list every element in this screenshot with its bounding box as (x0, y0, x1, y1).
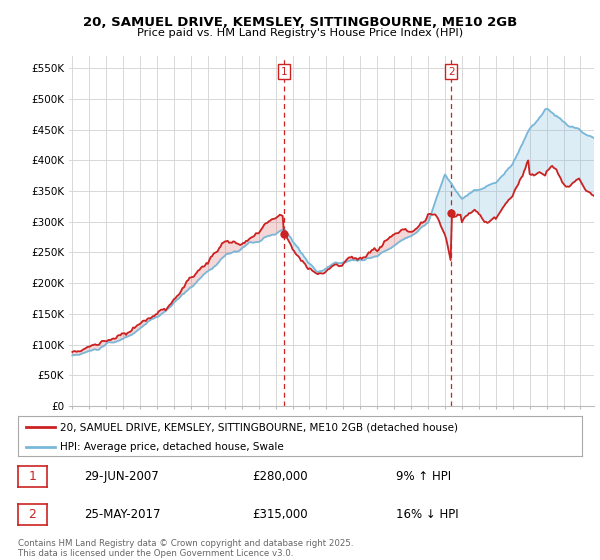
Text: 2: 2 (448, 67, 455, 77)
Point (51, 424, 58, 431)
Text: 9% ↑ HPI: 9% ↑ HPI (396, 470, 451, 483)
Text: 20, SAMUEL DRIVE, KEMSLEY, SITTINGBOURNE, ME10 2GB (detached house): 20, SAMUEL DRIVE, KEMSLEY, SITTINGBOURNE… (60, 422, 458, 432)
Text: HPI: Average price, detached house, Swale: HPI: Average price, detached house, Swal… (60, 442, 284, 452)
Text: £280,000: £280,000 (252, 470, 308, 483)
Point (51, 444, 58, 450)
Text: Price paid vs. HM Land Registry's House Price Index (HPI): Price paid vs. HM Land Registry's House … (137, 28, 463, 38)
Text: 16% ↓ HPI: 16% ↓ HPI (396, 508, 458, 521)
Point (23, 424, 30, 431)
Point (23, 444, 30, 450)
Text: £315,000: £315,000 (252, 508, 308, 521)
Text: 1: 1 (28, 470, 37, 483)
Text: 1: 1 (281, 67, 287, 77)
Text: 25-MAY-2017: 25-MAY-2017 (84, 508, 161, 521)
Text: Contains HM Land Registry data © Crown copyright and database right 2025.
This d: Contains HM Land Registry data © Crown c… (18, 539, 353, 558)
Text: 29-JUN-2007: 29-JUN-2007 (84, 470, 159, 483)
Text: 2: 2 (28, 508, 37, 521)
Text: 20, SAMUEL DRIVE, KEMSLEY, SITTINGBOURNE, ME10 2GB: 20, SAMUEL DRIVE, KEMSLEY, SITTINGBOURNE… (83, 16, 517, 29)
